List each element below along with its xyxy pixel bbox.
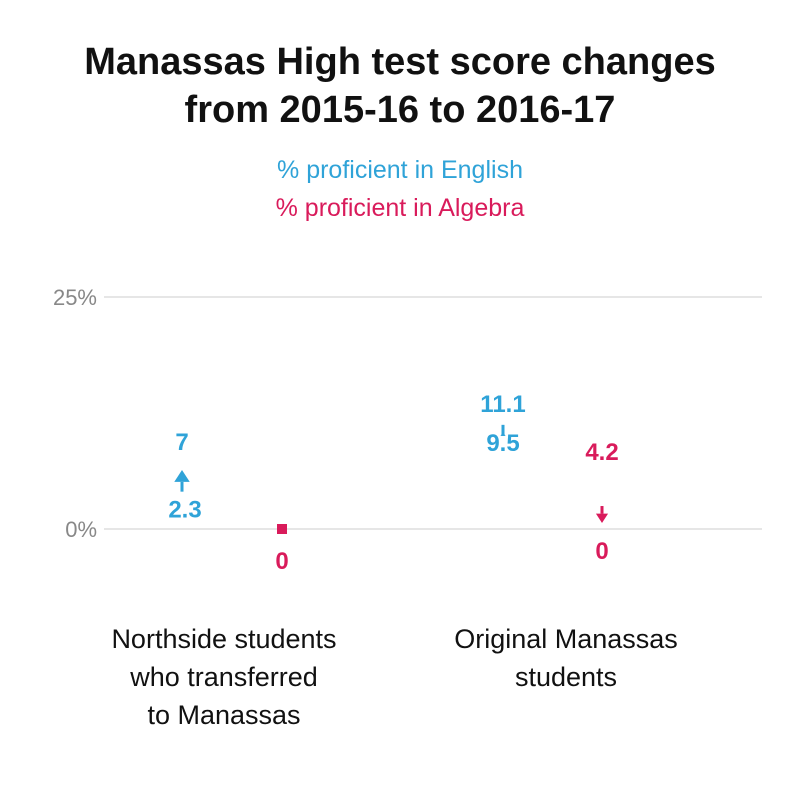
chart-title: Manassas High test score changes from 20… — [0, 38, 800, 134]
value-label-to-g0-s0: 7 — [175, 429, 188, 456]
value-label-to-g1-s0: 11.1 — [480, 391, 525, 418]
no-change-marker-g0-s1 — [277, 524, 287, 534]
category-label-0-line-2: to Manassas — [147, 700, 300, 730]
change-arrowhead-g1-s1 — [595, 513, 609, 523]
title-line-2: from 2015-16 to 2016-17 — [184, 89, 616, 131]
value-label-from-g0-s1: 0 — [275, 548, 288, 575]
y-tick-label-1: 0% — [65, 517, 97, 542]
change-arrowhead-g1-s0 — [500, 431, 506, 436]
change-arrowhead-g0-s0 — [174, 470, 190, 482]
value-label-from-g1-s1: 4.2 — [585, 439, 618, 466]
value-label-to-g1-s1: 0 — [595, 538, 608, 565]
legend-algebra: % proficient in Algebra — [275, 194, 525, 222]
value-label-from-g1-s0: 9.5 — [486, 430, 519, 457]
category-label-1-line-0: Original Manassas — [454, 624, 678, 654]
category-label-1-line-1: students — [515, 662, 617, 692]
category-label-0-line-1: who transferred — [129, 662, 318, 692]
title-line-1: Manassas High test score changes — [84, 41, 716, 83]
y-tick-label-0: 25% — [53, 285, 97, 310]
legend-english: % proficient in English — [277, 156, 523, 184]
category-label-0-line-0: Northside students — [111, 624, 336, 654]
value-label-from-g0-s0: 2.3 — [168, 497, 201, 524]
